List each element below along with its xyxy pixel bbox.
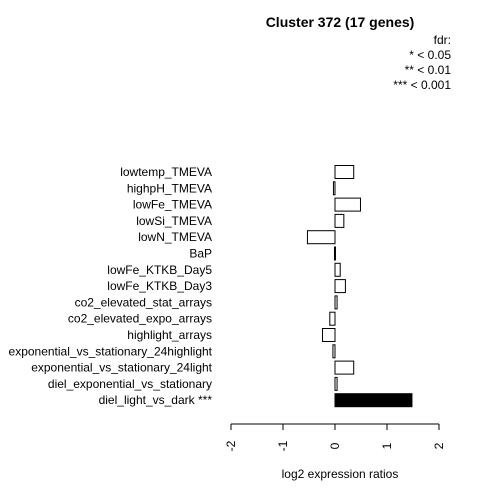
x-tick-label-1: -1 [276,440,290,451]
bar-7 [334,279,346,294]
bar-6 [334,262,341,277]
x-tick-label-2: 0 [328,442,342,449]
x-axis-ticks: -2 -1 0 1 2 [224,424,446,451]
category-label-12: exponential_vs_stationary_24light [31,361,212,375]
x-tick-label-3: 1 [380,442,394,449]
category-label-1: highpH_TMEVA [127,181,212,195]
legend-entry-fdr-001: *** < 0.001 [393,78,451,92]
bar-8 [334,295,338,310]
bar-10 [322,328,336,342]
category-label-14: diel_light_vs_dark *** [99,393,213,407]
category-label-5: BaP [189,247,212,261]
bar-5 [333,246,336,261]
category-label-13: diel_exponential_vs_stationary [48,377,212,391]
category-label-3: lowSi_TMEVA [136,214,212,228]
category-label-0: lowtemp_TMEVA [120,165,212,179]
category-label-2: lowFe_TMEVA [133,198,212,212]
bar-3 [334,213,345,228]
category-label-11: exponential_vs_stationary_24highlight [9,344,213,358]
bar-13 [334,376,338,391]
bar-14 [334,393,413,408]
bar-0 [334,165,355,179]
category-label-9: co2_elevated_expo_arrays [68,312,212,326]
category-labels: lowtemp_TMEVA highpH_TMEVA lowFe_TMEVA lowS… [9,165,213,407]
x-tick-label-0: -2 [224,440,238,451]
legend-entry-fdr-01: ** < 0.01 [405,63,452,77]
bar-1 [332,181,336,196]
bar-2 [334,197,361,212]
chart-title: Cluster 372 (17 genes) [266,14,415,30]
bar-9 [329,311,336,326]
category-label-8: co2_elevated_stat_arrays [75,295,212,309]
category-label-7: lowFe_KTKB_Day3 [107,279,212,293]
x-axis-label: log2 expression ratios [282,467,399,481]
category-label-6: lowFe_KTKB_Day5 [107,263,212,277]
bar-12 [334,360,355,375]
x-tick-label-4: 2 [432,442,446,449]
bar-11 [332,344,336,359]
category-label-10: highlight_arrays [127,328,212,342]
bars-group [306,165,413,408]
legend-entry-fdr-05: * < 0.05 [409,48,451,62]
bar-4 [306,230,336,245]
legend-title: fdr: [434,33,451,47]
category-label-4: lowN_TMEVA [138,230,212,244]
